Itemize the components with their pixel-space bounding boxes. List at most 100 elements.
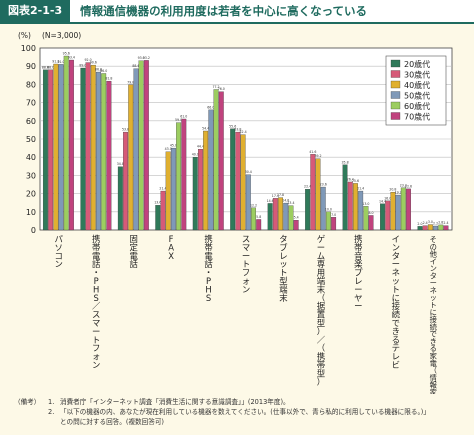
data-label: 88.0 [42,65,49,69]
bar [170,147,176,231]
x-tick-char: 帯 [92,242,100,252]
x-tick-char: フ [242,268,250,278]
x-tick-char: き [430,337,437,346]
legend-label: 30歳代 [404,70,430,80]
data-label: 21.4 [357,187,364,191]
footnotes: （備考） 1. 消費者庁「インターネット調査「消費生活に関する意識調査」」(20… [14,397,466,427]
bar [417,226,423,231]
bar [358,190,364,231]
x-tick-char: テ [392,343,400,353]
bar [165,151,171,231]
x-tick-char: 電 [204,251,213,261]
x-tick-char: マ [242,242,250,252]
x-tick-char: 用 [317,268,325,278]
x-tick-char: 置 [317,310,325,320]
x-tick-char: ブ [279,242,288,252]
data-label: 41.6 [309,150,316,154]
bar [133,68,139,231]
data-label: 93.2 [143,56,150,60]
data-label: 86.8 [95,68,102,72]
legend-swatch [390,80,401,89]
x-tick-char: ー [354,301,362,311]
bar [283,202,289,231]
x-tick-char: 帯 [317,360,325,370]
bar [422,225,428,231]
x-tick-char: 型 [317,368,325,378]
x-tick-char: 帯 [204,242,212,252]
y-tick-label: 60 [26,117,36,126]
x-tick-char: ー [354,284,362,294]
bar [53,63,59,231]
x-tick-char: 情 [430,373,437,382]
bar [310,154,316,231]
bar [427,224,433,231]
bar [192,157,198,231]
legend-label: 70歳代 [404,112,430,122]
bar [433,225,439,231]
bar [267,203,273,231]
bar [181,118,187,231]
x-tick-char: 続 [430,322,438,331]
bar [96,71,101,231]
data-label: 66.0 [207,105,214,109]
x-tick-char: 接 [392,301,401,311]
legend-label: 50歳代 [404,91,430,101]
footnote-row: 2. 「以下の機器の内、あなたが現在利用している機器を数えてください。(仕事以外… [14,407,466,417]
data-label: 90.6 [90,61,97,65]
data-label: 76.0 [218,87,225,91]
x-tick-char: 話 [204,259,213,269]
y-tick-label: 90 [26,62,36,71]
data-label: 22.4 [304,185,311,189]
data-label: 55.6 [229,124,236,128]
data-label: 13.0 [362,202,369,206]
y-tick-label: 40 [26,153,36,162]
bar [245,174,251,231]
footnote-continuation: との問に対する回答。(複数回答可) [60,418,164,426]
x-tick-char: ー [430,279,437,288]
x-tick-char: S [206,293,211,303]
bar-series: 88.088.091.291.0 95.693.4 89.0 92.090.6 86.8… [42,52,449,231]
footnote-text: 消費者庁「インターネット調査「消費生活に関する意識調査」」(2013年度)。 [60,398,290,406]
legend-swatch [390,101,401,110]
data-label: 2.4 [423,221,428,225]
legend-swatch [390,112,401,120]
x-tick-char: ） [317,326,325,336]
data-label: 93.4 [68,56,75,60]
x-tick-char: ） [317,377,325,387]
footnote-number: 2. [48,408,55,416]
x-tick-char: X [168,251,174,261]
x-tick-char: 型 [279,276,287,286]
bar [197,149,203,231]
x-tick-char: 携 [204,234,212,244]
x-tick-char: 携 [317,352,325,362]
x-tick-char: ／ [92,301,101,311]
x-tick-char: ン [242,284,250,294]
bar [240,134,246,231]
x-tick-char: る [392,335,400,345]
legend-swatch [390,59,401,68]
x-tick-char: 専 [317,259,325,269]
bar [128,84,134,231]
y-axis-unit: (%) [18,31,31,40]
data-label: 21.4 [159,187,166,191]
data-label: 39.2 [314,154,321,158]
x-tick-char: 端 [279,284,288,294]
x-axis-labels: パソコン携帯電話・PHS／スマートフォン固定電話FAX携帯電話・PHSスマートフ… [55,234,438,394]
data-label: 88.0 [47,65,54,69]
bar [90,64,96,231]
data-label: 91.0 [57,60,64,64]
bar [342,164,348,231]
data-label: 2.8 [438,220,443,224]
data-label: 23.2 [400,183,407,187]
x-tick-char: プ [354,268,363,278]
x-tick-char: 帯 [354,242,362,252]
x-tick-char: A [168,242,174,252]
data-label: 2.4 [443,221,448,225]
data-label: 61.0 [180,114,187,118]
legend-swatch [390,70,401,78]
bar [347,181,353,231]
